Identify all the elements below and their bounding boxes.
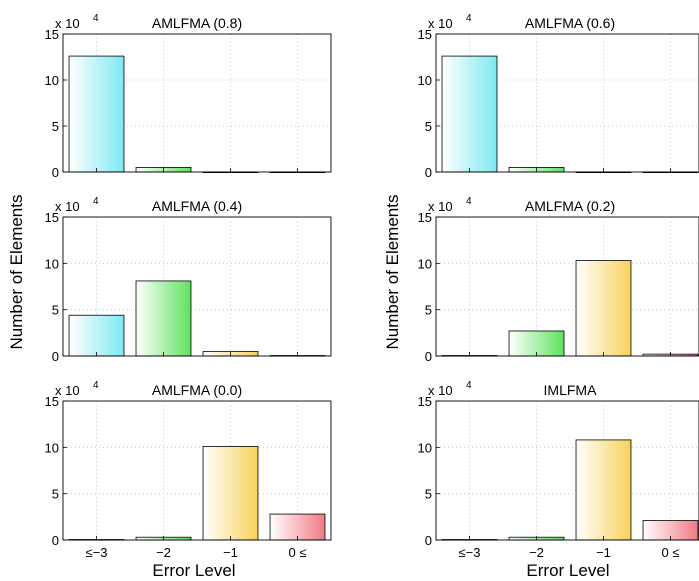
x-tick-label: −1	[596, 545, 611, 560]
x-tick-label: 0 ≤	[289, 545, 307, 560]
y-tick-label: 10	[45, 256, 59, 271]
panel-2: 0 5 10 15x 10 4 AMLFMA (0.6)	[418, 13, 699, 180]
y-tick-label: 0	[52, 165, 59, 180]
bar-1	[68, 314, 125, 357]
panel-6: 0 5 10 15 ≤−3 −2 −1 0 ≤ x 10 4 IMLFMA	[418, 380, 699, 560]
y-exponent-power: 4	[93, 380, 99, 391]
bar-3	[575, 260, 632, 357]
bar-3	[202, 446, 259, 541]
axes-frame	[435, 216, 699, 357]
y-tick-label: 10	[45, 73, 59, 88]
panel-title: AMLFMA (0.0)	[152, 382, 242, 398]
y-tick-label: 0	[425, 165, 432, 180]
y-tick-label: 0	[52, 349, 59, 364]
y-tick-label: 15	[418, 210, 432, 225]
panel-title: IMLFMA	[544, 382, 598, 398]
y-tick-label: 5	[52, 119, 59, 134]
y-tick-label: 0	[425, 349, 432, 364]
bar-2	[135, 280, 192, 357]
panel-5: 0 5 10 15 ≤−3 −2 −1 0 ≤ x 10 4 AMLFMA (0.0)	[45, 380, 332, 560]
y-exponent-power: 4	[93, 13, 99, 24]
x-tick-label: 0 ≤	[662, 545, 680, 560]
y-tick-label: 5	[425, 119, 432, 134]
panel-title: AMLFMA (0.4)	[152, 198, 242, 214]
bar-4	[269, 513, 326, 541]
y-tick-label: 5	[52, 303, 59, 318]
x-tick-label: −2	[156, 545, 171, 560]
shared-ylabel-right: Number of Elements	[383, 195, 402, 350]
panel-1: 0 5 10 15x 10 4 AMLFMA (0.8)	[45, 13, 332, 180]
y-tick-label: 15	[418, 27, 432, 42]
xlabel-left: Error Level	[152, 561, 235, 580]
y-tick-label: 15	[418, 394, 432, 409]
y-tick-label: 10	[45, 440, 59, 455]
axes-frame	[62, 400, 332, 541]
bar-3	[575, 439, 632, 541]
panel-4: 0 5 10 15x 10 4 AMLFMA (0.2)	[418, 196, 699, 364]
y-exponent-power: 4	[466, 13, 472, 24]
y-tick-label: 0	[425, 533, 432, 548]
y-tick-label: 10	[418, 440, 432, 455]
y-tick-label: 5	[425, 303, 432, 318]
y-tick-label: 0	[52, 533, 59, 548]
y-exponent: x 10	[428, 16, 453, 31]
bar-1	[441, 55, 498, 173]
panel-title: AMLFMA (0.2)	[525, 198, 615, 214]
panel-title: AMLFMA (0.6)	[525, 15, 615, 31]
axes-frame	[435, 33, 699, 173]
y-tick-label: 15	[45, 27, 59, 42]
panel-3: 0 5 10 15x 10 4 AMLFMA (0.4)	[45, 196, 332, 364]
panel-title: AMLFMA (0.8)	[152, 15, 242, 31]
y-tick-label: 10	[418, 73, 432, 88]
y-tick-label: 15	[45, 210, 59, 225]
axes-frame	[435, 400, 699, 541]
y-exponent: x 10	[428, 383, 453, 398]
x-tick-label: ≤−3	[459, 545, 481, 560]
y-exponent: x 10	[55, 199, 80, 214]
axes-frame	[62, 33, 332, 173]
y-exponent-power: 4	[93, 196, 99, 207]
y-tick-label: 5	[425, 487, 432, 502]
x-tick-label: −1	[223, 545, 238, 560]
x-tick-label: −2	[529, 545, 544, 560]
xlabel-right: Error Level	[526, 561, 609, 580]
bar-1	[68, 55, 125, 173]
y-exponent: x 10	[55, 16, 80, 31]
y-exponent: x 10	[55, 383, 80, 398]
y-exponent: x 10	[428, 199, 453, 214]
y-tick-label: 5	[52, 487, 59, 502]
y-tick-label: 10	[418, 256, 432, 271]
x-tick-label: ≤−3	[86, 545, 108, 560]
y-exponent-power: 4	[466, 380, 472, 391]
y-tick-label: 15	[45, 394, 59, 409]
shared-ylabel-left: Number of Elements	[7, 195, 26, 350]
axes-frame	[62, 216, 332, 357]
y-exponent-power: 4	[466, 196, 472, 207]
